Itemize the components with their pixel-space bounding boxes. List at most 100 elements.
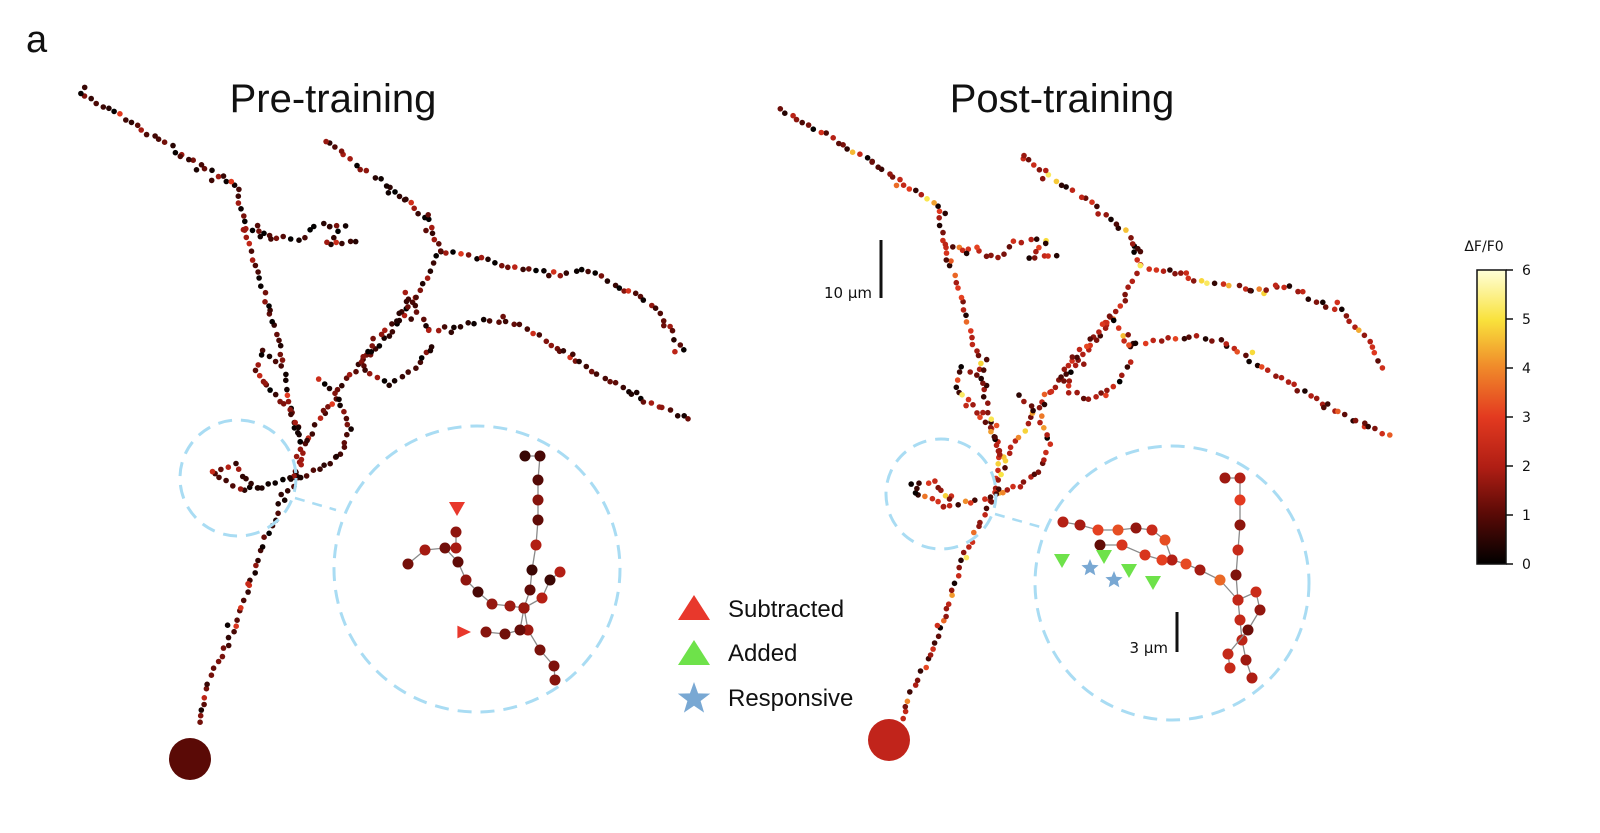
dendrite-point	[974, 348, 980, 354]
dendrite-point	[190, 157, 196, 163]
inset-point	[419, 544, 431, 556]
spine-point	[1334, 299, 1341, 306]
dendrite-point	[421, 316, 427, 323]
dendrite-point	[1063, 371, 1069, 377]
dendrite-point	[252, 367, 259, 374]
dendrite-point	[1085, 396, 1092, 403]
dendrite-point	[1320, 299, 1326, 306]
dendrite-point	[1053, 178, 1060, 185]
dendrite-point	[983, 505, 990, 512]
spine-point	[993, 422, 1000, 429]
dendrite-point	[963, 319, 970, 325]
dendrite-point	[240, 226, 247, 233]
dendrite-point	[208, 672, 215, 678]
dendrite-point	[1258, 364, 1265, 370]
dendrite-point	[960, 549, 967, 556]
dendrite-point	[1263, 287, 1269, 293]
dendrite-point	[970, 402, 976, 408]
spine-point	[385, 190, 392, 196]
dendrite-point	[317, 466, 323, 473]
dendrite-point	[248, 248, 255, 254]
dendrite-point	[667, 323, 673, 330]
dendrite-point	[607, 378, 613, 385]
dendrite-point	[936, 208, 943, 215]
dendrite-point	[471, 320, 477, 327]
dendrite-point	[288, 411, 294, 418]
dendrite-point	[1331, 306, 1338, 313]
dendrite-point	[235, 200, 242, 206]
dendrite-point	[917, 668, 924, 674]
dendrite-point	[793, 116, 800, 123]
inset-point	[534, 644, 546, 656]
inset-point	[1194, 564, 1206, 576]
dendrite-point	[341, 408, 347, 415]
dendrite-point	[628, 391, 635, 398]
dendrite-point	[993, 442, 1000, 449]
inset-point	[450, 542, 462, 554]
dendrite-point	[982, 496, 988, 502]
inset-point	[1230, 569, 1242, 581]
dendrite-point	[279, 357, 286, 363]
dendrite-point	[616, 285, 623, 291]
dendrite-point	[946, 262, 953, 269]
zoom-small-circle-post	[884, 437, 998, 551]
spine-point	[1183, 270, 1190, 276]
inset-tree-post	[1054, 472, 1266, 684]
dendrite-point	[978, 360, 984, 367]
dendrite-point	[293, 453, 300, 460]
soma-post	[868, 719, 910, 761]
inset-point	[518, 602, 530, 614]
dendrite-point	[1006, 450, 1013, 457]
dendrite-point	[1121, 338, 1127, 344]
dendrite-point	[913, 187, 919, 194]
dendrite-point	[1352, 324, 1358, 331]
dendrite-point	[864, 155, 871, 161]
dendrite-point	[443, 250, 449, 256]
dendrite-point	[931, 640, 938, 646]
spine-point	[193, 167, 200, 173]
dendrite-point	[198, 162, 205, 168]
colorbar-tick-label: 6	[1522, 263, 1531, 279]
dendrite-point	[284, 392, 291, 399]
dendrite-point	[248, 480, 254, 487]
inset-point	[1234, 494, 1246, 506]
dendrite-point	[451, 324, 457, 331]
dendrite-point	[394, 318, 400, 324]
dendrite-point	[968, 328, 974, 334]
dendrite-point	[405, 369, 412, 375]
dendrite-point	[285, 398, 292, 405]
dendrite-point	[269, 318, 276, 325]
inset-point	[549, 674, 561, 686]
inset-point	[402, 558, 414, 570]
dendrite-point	[1115, 325, 1122, 331]
dendrite-point	[995, 254, 1001, 261]
inset-point	[1159, 534, 1171, 546]
dendrite-point	[405, 296, 412, 303]
inset-point	[532, 474, 544, 486]
dendrite-point	[391, 378, 398, 384]
dendrite-point	[1172, 270, 1178, 277]
dendrite-point	[435, 327, 442, 334]
spine-point	[1125, 332, 1131, 338]
dendrite-point	[300, 450, 306, 456]
dendrite-point	[980, 394, 987, 400]
dendrite-point	[376, 343, 383, 349]
dendrite-point	[331, 234, 337, 241]
dendrite-point	[106, 105, 112, 112]
inset-point	[1246, 672, 1258, 684]
inset-point	[1224, 662, 1236, 674]
dendrite-point	[399, 373, 406, 380]
dendrite-point	[235, 193, 242, 199]
spine-point	[980, 409, 986, 416]
dendrite-point	[857, 151, 863, 157]
legend: Subtracted Added Responsive	[677, 595, 853, 713]
scale-bar-main-label: 10 µm	[824, 284, 872, 302]
dendrite-point	[927, 652, 934, 658]
legend-responsive-label: Responsive	[728, 685, 853, 712]
dendrite-point	[1142, 340, 1149, 347]
dendrite-point	[1041, 457, 1047, 463]
inset-point	[486, 598, 498, 610]
spine-point	[1041, 401, 1048, 408]
dendrite-point	[223, 477, 229, 484]
